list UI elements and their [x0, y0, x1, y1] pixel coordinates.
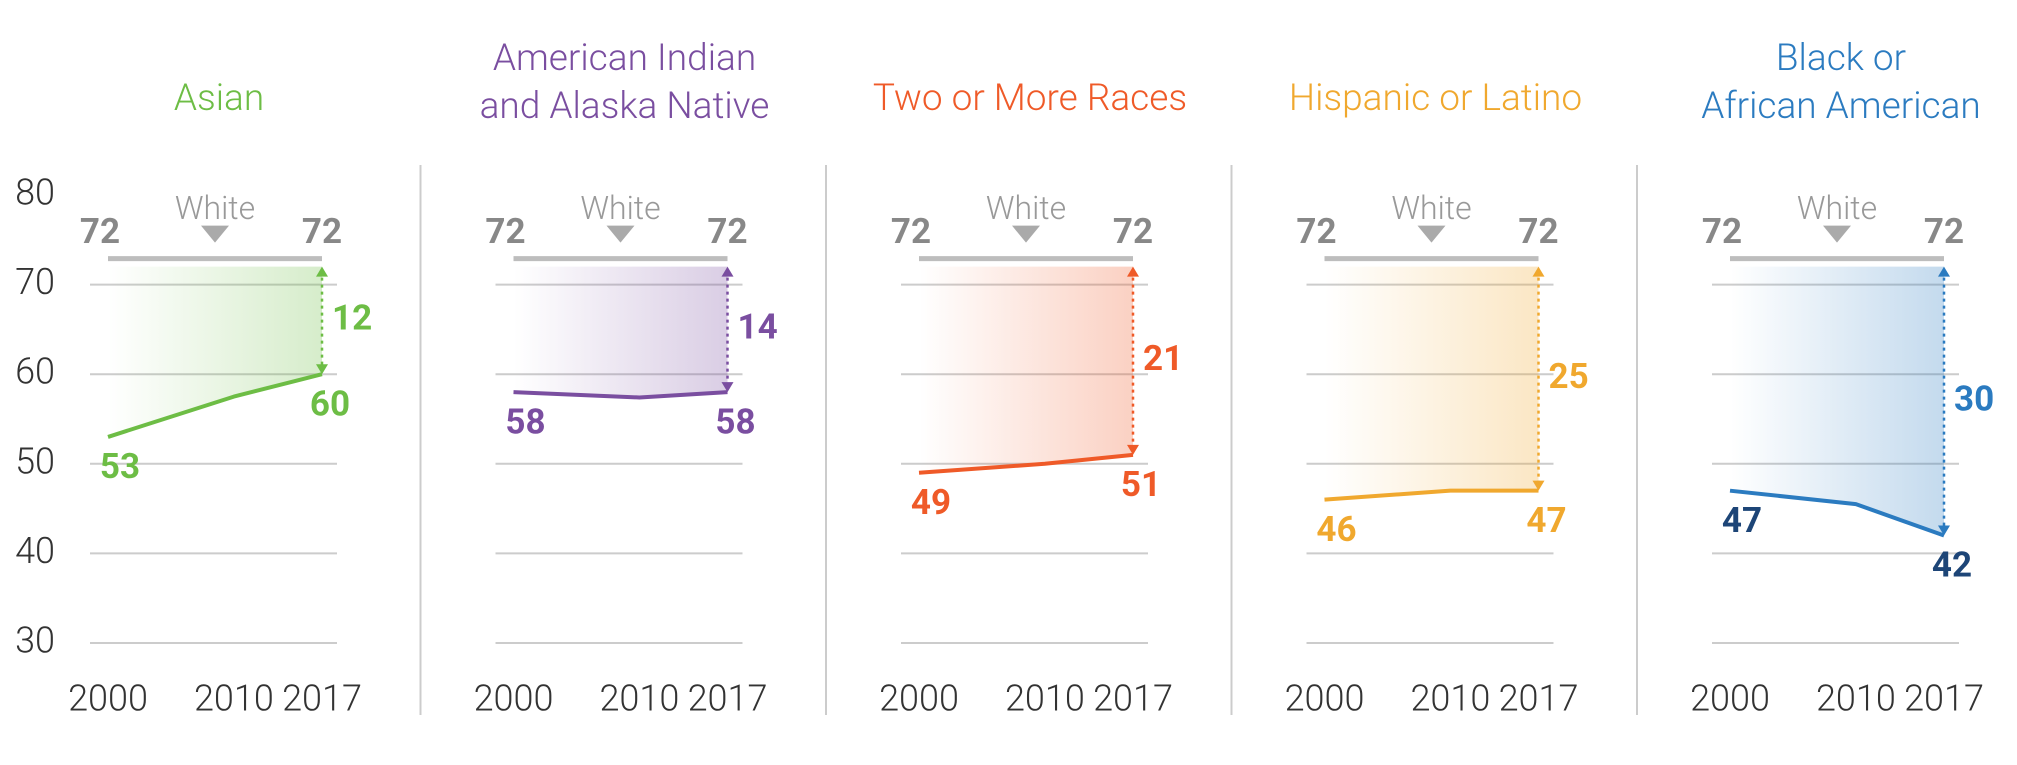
panel-title: Hispanic or Latino — [1289, 77, 1582, 120]
y-tick-label: 50 — [15, 440, 55, 482]
reference-label: 72 — [485, 211, 525, 252]
gap-label: 14 — [738, 307, 778, 348]
reference-name: White — [986, 189, 1066, 227]
reference-label: 72 — [1702, 211, 1742, 252]
gap-area — [1730, 266, 1944, 536]
panel-title: Asian — [174, 77, 264, 120]
reference-label: 72 — [80, 211, 120, 252]
reference-label: 72 — [1296, 211, 1336, 252]
panel-title: American Indian — [493, 37, 756, 80]
value-label: 46 — [1316, 509, 1356, 550]
x-tick-label: 2000 — [474, 678, 554, 720]
gap-area — [513, 266, 728, 398]
arrow-head — [316, 364, 328, 375]
gap-area — [919, 266, 1133, 473]
x-tick-label: 2017 — [1499, 678, 1579, 720]
arrow-head — [1938, 525, 1950, 536]
reference-marker — [1417, 225, 1446, 243]
reference-name: White — [175, 189, 255, 227]
value-label: 60 — [310, 383, 350, 424]
arrow-head — [1127, 266, 1139, 277]
arrow-head — [721, 266, 734, 277]
arrow-head — [1532, 480, 1545, 491]
data-line — [918, 452, 1134, 475]
panel-title: African American — [1701, 85, 1981, 128]
arrow-head — [721, 382, 734, 393]
value-label: 53 — [100, 446, 140, 487]
reference-label: 72 — [707, 211, 747, 252]
reference-label: 72 — [1518, 211, 1558, 252]
reference-marker — [606, 225, 635, 243]
reference-marker — [1012, 225, 1040, 243]
x-tick-label: 2017 — [688, 678, 768, 720]
x-tick-label: 2000 — [1285, 678, 1365, 720]
x-tick-label: 2000 — [1690, 678, 1770, 720]
data-line — [1729, 488, 1945, 538]
value-label: 58 — [505, 401, 545, 442]
value-label: 42 — [1932, 545, 1972, 586]
reference-name: White — [1391, 189, 1471, 227]
x-tick-label: 2010 — [599, 678, 679, 720]
value-label: 58 — [715, 401, 755, 442]
reference-label: 72 — [891, 211, 931, 252]
reference-marker — [1823, 225, 1851, 243]
y-tick-label: 40 — [15, 530, 55, 572]
reference-marker — [201, 225, 229, 243]
panel-title: Two or More Races — [873, 77, 1187, 120]
x-tick-label: 2017 — [1093, 678, 1173, 720]
gap-label: 21 — [1143, 338, 1183, 379]
x-tick-label: 2010 — [1005, 678, 1085, 720]
y-tick-label: 80 — [15, 172, 55, 214]
x-tick-label: 2000 — [68, 678, 148, 720]
x-tick-label: 2010 — [1410, 678, 1490, 720]
x-tick-label: 2017 — [282, 678, 362, 720]
x-tick-label: 2010 — [194, 678, 274, 720]
reference-name: White — [1797, 189, 1877, 227]
value-label: 47 — [1526, 500, 1566, 541]
x-tick-label: 2017 — [1904, 678, 1984, 720]
arrow-head — [1938, 266, 1950, 277]
value-label: 49 — [911, 482, 951, 523]
gap-label: 25 — [1549, 356, 1589, 397]
panel-title: and Alaska Native — [480, 85, 770, 128]
gap-area — [108, 266, 322, 437]
reference-label: 72 — [302, 211, 342, 252]
y-tick-label: 60 — [15, 351, 55, 393]
reference-label: 72 — [1924, 211, 1964, 252]
data-line — [1324, 488, 1539, 502]
gap-area — [1324, 266, 1539, 500]
x-tick-label: 2000 — [879, 678, 959, 720]
y-tick-label: 70 — [15, 261, 55, 303]
reference-name: White — [580, 189, 660, 227]
y-tick-label: 30 — [15, 620, 55, 662]
arrow-head — [1532, 266, 1545, 277]
arrow-head — [316, 266, 328, 277]
data-line — [513, 390, 728, 400]
reference-label: 72 — [1113, 211, 1153, 252]
x-tick-label: 2010 — [1816, 678, 1896, 720]
arrow-head — [1127, 444, 1139, 455]
panel-title: Black or — [1776, 37, 1906, 80]
value-label: 51 — [1121, 464, 1161, 505]
gap-label: 12 — [332, 298, 372, 339]
value-label: 47 — [1722, 500, 1762, 541]
data-line — [107, 372, 323, 439]
gap-label: 30 — [1954, 378, 1994, 419]
